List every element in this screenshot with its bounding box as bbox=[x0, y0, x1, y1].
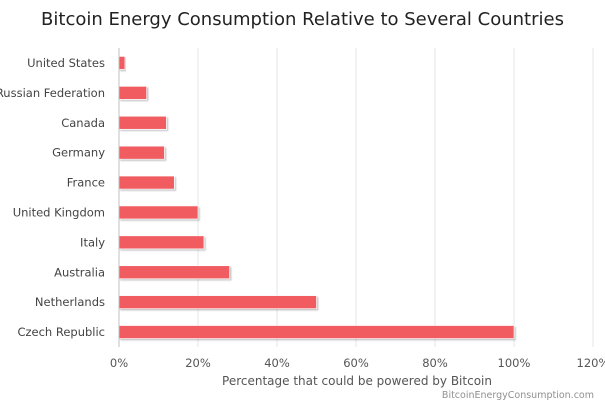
bar bbox=[118, 205, 199, 220]
category-label: Australia bbox=[54, 265, 105, 279]
x-tick-label: 20% bbox=[185, 356, 211, 370]
category-label: Canada bbox=[61, 116, 105, 130]
category-label: Germany bbox=[52, 146, 105, 160]
x-tick-label: 100% bbox=[498, 356, 531, 370]
bar bbox=[118, 115, 167, 130]
x-tick-labels: 0% 20% 40% 60% 80% 100% 120% bbox=[110, 356, 605, 370]
category-label: Netherlands bbox=[35, 295, 105, 309]
x-tick-label: 60% bbox=[343, 356, 369, 370]
x-tick-label: 80% bbox=[422, 356, 448, 370]
chart-credit: BitcoinEnergyConsumption.com bbox=[442, 390, 594, 401]
bar bbox=[118, 235, 205, 250]
chart-title: Bitcoin Energy Consumption Relative to S… bbox=[41, 9, 564, 30]
category-labels: United States Russian Federation Canada Ger… bbox=[0, 56, 105, 339]
x-tick-label: 120% bbox=[577, 356, 605, 370]
bar bbox=[118, 86, 147, 100]
bar bbox=[118, 145, 165, 160]
bar bbox=[118, 295, 317, 309]
x-axis-title: Percentage that could be powered by Bitc… bbox=[222, 374, 492, 388]
category-label: France bbox=[67, 176, 105, 190]
bar bbox=[118, 325, 515, 339]
x-tick-label: 0% bbox=[110, 356, 128, 370]
bar bbox=[118, 56, 126, 70]
bars bbox=[118, 56, 515, 339]
bar bbox=[118, 265, 230, 280]
category-label: Italy bbox=[80, 235, 105, 249]
category-label: Czech Republic bbox=[17, 325, 105, 339]
x-tick-label: 40% bbox=[264, 356, 290, 370]
category-label: Russian Federation bbox=[0, 86, 105, 100]
category-label: United Kingdom bbox=[13, 205, 105, 219]
bar bbox=[118, 175, 175, 190]
category-label: United States bbox=[27, 56, 105, 70]
